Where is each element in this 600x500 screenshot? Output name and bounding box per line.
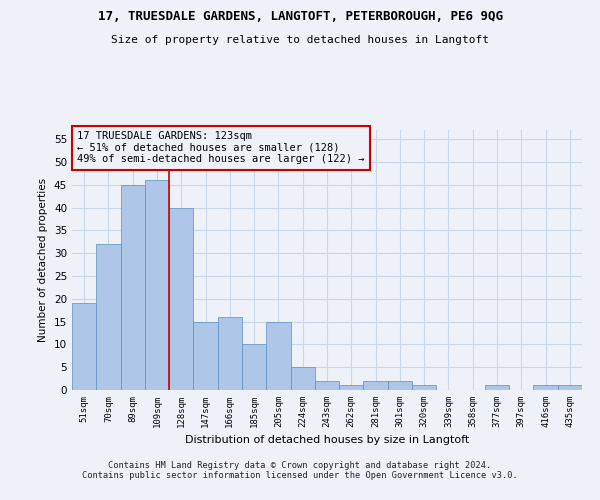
Text: 17, TRUESDALE GARDENS, LANGTOFT, PETERBOROUGH, PE6 9QG: 17, TRUESDALE GARDENS, LANGTOFT, PETERBO… [97,10,503,23]
Bar [193,322,218,390]
Bar [266,322,290,390]
Text: Contains HM Land Registry data © Crown copyright and database right 2024.
Contai: Contains HM Land Registry data © Crown c… [82,460,518,480]
Bar [72,304,96,390]
X-axis label: Distribution of detached houses by size in Langtoft: Distribution of detached houses by size … [185,436,469,446]
Text: Size of property relative to detached houses in Langtoft: Size of property relative to detached ho… [111,35,489,45]
Bar [533,386,558,390]
Bar [145,180,169,390]
Bar [364,381,388,390]
Bar [169,208,193,390]
Bar [485,386,509,390]
Bar [388,381,412,390]
Bar [339,386,364,390]
Bar [121,184,145,390]
Bar [412,386,436,390]
Bar [96,244,121,390]
Text: 17 TRUESDALE GARDENS: 123sqm
← 51% of detached houses are smaller (128)
49% of s: 17 TRUESDALE GARDENS: 123sqm ← 51% of de… [77,132,365,164]
Y-axis label: Number of detached properties: Number of detached properties [38,178,49,342]
Bar [290,367,315,390]
Bar [315,381,339,390]
Bar [558,386,582,390]
Bar [242,344,266,390]
Bar [218,317,242,390]
